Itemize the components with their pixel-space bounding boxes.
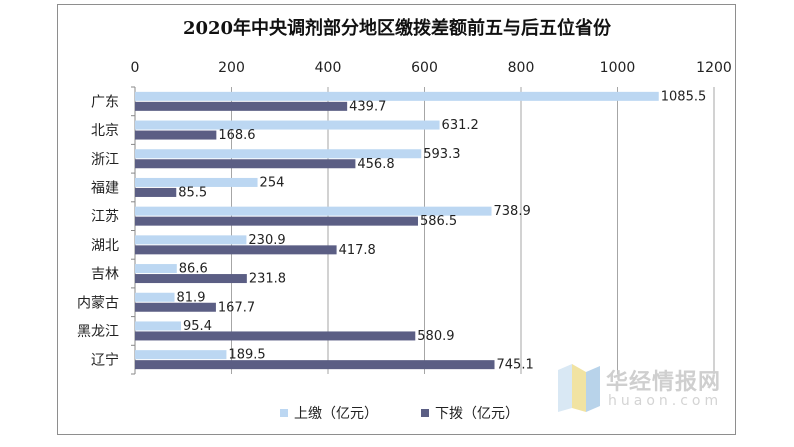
huajing-logo-icon	[558, 364, 600, 412]
data-label-allocation: 167.7	[218, 300, 255, 315]
data-label-upload: 230.9	[248, 233, 285, 248]
legend-label-allocation: 下拨（亿元）	[435, 406, 519, 422]
data-label-allocation: 586.5	[420, 214, 457, 229]
x-tick-label: 0	[131, 60, 140, 76]
bar-upload	[135, 91, 659, 101]
bar-allocation	[135, 302, 216, 312]
data-label-allocation: 417.8	[339, 243, 376, 258]
bar-allocation	[135, 159, 356, 169]
bar-upload	[135, 235, 247, 245]
bar-allocation	[135, 360, 495, 370]
data-label-allocation: 85.5	[178, 185, 207, 200]
category-label: 黑龙江	[77, 324, 119, 340]
legend: 上缴（亿元） 下拨（亿元）	[280, 406, 519, 422]
bar-allocation	[135, 101, 348, 111]
x-tick-label: 200	[218, 60, 245, 76]
x-tick-label: 400	[315, 60, 342, 76]
bar-upload	[135, 177, 258, 187]
chart-frame: 2020年中央调剂部分地区缴拨差额前五与后五位省份 0 200 400 600 800 1…	[57, 4, 736, 435]
data-label-allocation: 168.6	[218, 128, 255, 143]
data-label-upload: 738.9	[494, 204, 531, 219]
x-tick-label: 1000	[600, 60, 636, 76]
data-label-allocation: 456.8	[357, 157, 394, 172]
data-label-upload: 593.3	[423, 147, 460, 162]
bar-allocation	[135, 216, 418, 226]
watermark-url: huaon.com	[608, 393, 723, 409]
category-label: 江苏	[91, 209, 119, 225]
bar-upload	[135, 264, 177, 274]
bar-upload	[135, 206, 492, 216]
x-tick-label: 600	[411, 60, 438, 76]
bar-allocation	[135, 331, 416, 341]
bar-allocation	[135, 187, 177, 197]
category-label: 湖北	[91, 238, 119, 254]
data-label-allocation: 439.7	[349, 99, 386, 114]
category-label: 福建	[91, 180, 119, 196]
data-label-upload: 86.6	[179, 262, 208, 277]
watermark-name: 华经情报网	[606, 370, 722, 395]
legend-swatch-upload	[280, 409, 288, 417]
category-label: 吉林	[91, 267, 119, 283]
category-label: 浙江	[91, 152, 119, 168]
category-label: 辽宁	[91, 352, 119, 369]
bar-upload	[135, 321, 182, 331]
bar-upload	[135, 149, 422, 159]
chart-title: 2020年中央调剂部分地区缴拨差额前五与后五位省份	[183, 17, 612, 39]
data-label-upload: 631.2	[442, 118, 479, 133]
data-label-allocation: 745.1	[497, 358, 534, 373]
data-label-upload: 81.9	[177, 290, 206, 305]
legend-swatch-allocation	[421, 409, 429, 417]
bar-allocation	[135, 245, 337, 255]
data-label-allocation: 580.9	[417, 329, 454, 344]
x-tick-label: 800	[508, 60, 535, 76]
bar-upload	[135, 120, 440, 130]
data-label-upload: 189.5	[228, 348, 265, 363]
category-label: 内蒙古	[77, 295, 119, 311]
data-label-upload: 1085.5	[661, 89, 707, 104]
legend-label-upload: 上缴（亿元）	[294, 406, 378, 422]
watermark: 华经情报网 huaon.com	[556, 362, 736, 414]
bar-allocation	[135, 130, 217, 140]
bar-chart: 2020年中央调剂部分地区缴拨差额前五与后五位省份 0 200 400 600 800 1…	[77, 17, 732, 422]
bar-upload	[135, 350, 227, 360]
x-tick-label: 1200	[696, 60, 732, 76]
data-label-upload: 254	[260, 175, 285, 190]
bar-upload	[135, 292, 175, 302]
data-label-upload: 95.4	[183, 319, 212, 334]
data-label-allocation: 231.8	[249, 272, 286, 287]
category-label: 广东	[91, 94, 119, 110]
category-label: 北京	[91, 123, 119, 139]
bar-allocation	[135, 274, 247, 284]
